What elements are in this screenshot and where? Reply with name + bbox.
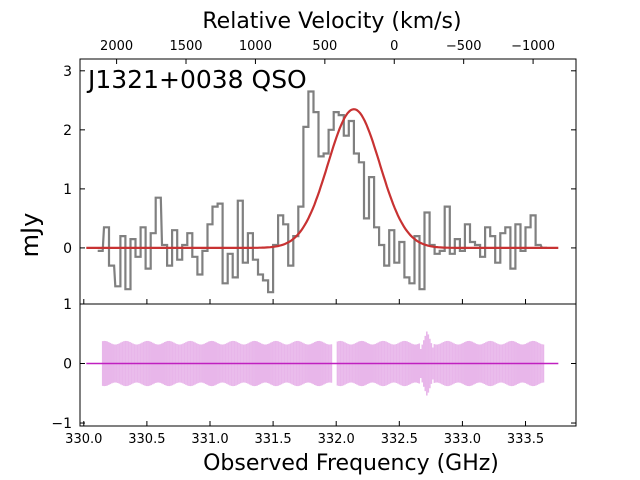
y-tick-label: 3 [63,64,72,80]
x-tick-label: 332.5 [381,432,418,447]
top-tick-label: 0 [390,39,398,54]
x-tick-label: 330.0 [65,432,102,447]
spectrum-line [97,90,547,294]
x-axis-label: Observed Frequency (GHz) [203,451,499,476]
residual-y-tick-label: 0 [63,357,72,373]
y-axis-ticks: 0 1 2 3 [63,64,576,257]
x-tick-label: 333.0 [444,432,481,447]
top-axis-ticks: 2000 1500 1000 500 0 −500 −1000 [100,39,555,64]
top-tick-label: 500 [312,39,337,54]
top-tick-label: 1500 [169,39,202,54]
y-tick-label: 2 [63,123,72,139]
y-axis-label: mJy [16,213,44,258]
x-tick-label: 332.0 [318,432,355,447]
top-tick-label: 1000 [239,39,272,54]
top-tick-label: −500 [446,39,482,54]
x-tick-label: 333.5 [507,432,544,447]
x-tick-label: 331.5 [254,432,291,447]
chart-title: J1321+0038 QSO [86,65,307,94]
x-tick-label: 331.0 [191,432,228,447]
top-tick-label: −1000 [511,39,555,54]
gaussian-fit-line [86,108,559,249]
residual-series [86,331,559,396]
residual-panel-frame [79,303,577,427]
main-panel-frame [79,58,577,305]
y-tick-label: 1 [63,182,72,198]
y-tick-label: 0 [63,241,72,257]
residual-y-tick-label: 1 [63,297,72,313]
top-tick-label: 2000 [100,39,133,54]
residual-y-axis-ticks: −1 0 1 [51,297,576,432]
x-axis-ticks: 330.0 330.5 331.0 331.5 332.0 332.5 333.0 333.5 [65,299,544,447]
top-axis-label: Relative Velocity (km/s) [202,9,461,34]
series-group [86,90,559,294]
residual-y-tick-label: −1 [51,416,72,432]
x-tick-label: 330.5 [128,432,165,447]
